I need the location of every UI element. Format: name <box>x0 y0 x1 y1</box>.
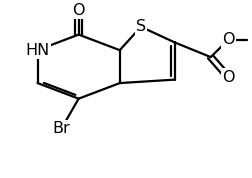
Text: S: S <box>136 19 146 34</box>
Text: O: O <box>222 32 234 47</box>
Text: O: O <box>72 3 85 18</box>
Text: HN: HN <box>25 43 50 58</box>
Text: O: O <box>222 70 234 85</box>
Text: Br: Br <box>52 121 70 137</box>
